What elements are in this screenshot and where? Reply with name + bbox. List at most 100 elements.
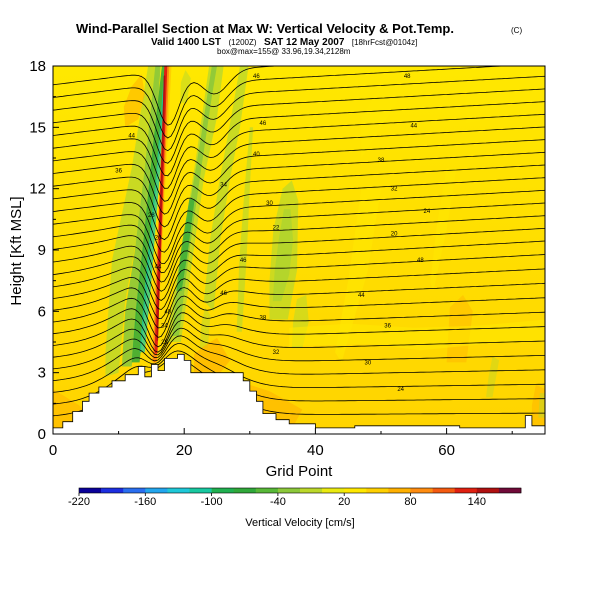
contour-label-10: 32 (391, 187, 398, 193)
colorbar-swatch-14 (366, 488, 389, 493)
colorbar-swatch-15 (388, 488, 411, 493)
theta-contour-26 (53, 75, 545, 152)
x-tick-label: 0 (49, 442, 57, 459)
contour-label-17: 46 (240, 258, 247, 264)
contour-label-4: 46 (260, 121, 267, 127)
contour-label-18: 48 (417, 258, 424, 264)
theta-contour-12 (53, 254, 545, 311)
contour-label-8: 36 (115, 168, 122, 174)
theta-contour-18 (53, 177, 545, 253)
contour-label-2: 48 (404, 74, 411, 80)
theta-contour-3 (53, 343, 545, 393)
terrain-mask (53, 353, 545, 434)
y-axis-ticks: 0 3 6 9 12 15 18 (29, 58, 59, 443)
colorbar-swatch-16 (410, 488, 433, 493)
valid-suffix: [18hrFcst@0104z] (352, 38, 417, 47)
x-axis-label: Grid Point (266, 463, 334, 480)
chart-subtitle-location: box@max=155@ 33.96,19.34,2128m (217, 47, 351, 56)
colorbar-tick-label: -220 (68, 496, 90, 508)
velocity-region-4 (139, 66, 168, 353)
y-tick-label: 15 (29, 119, 46, 136)
colorbar-tick-label: 80 (404, 496, 416, 508)
y-tick-label: 0 (38, 426, 46, 443)
colorbar-swatch-1 (79, 488, 102, 493)
colorbar-swatch-17 (432, 488, 455, 493)
contour-label-25: 34 (161, 324, 168, 330)
velocity-region-25 (486, 356, 500, 398)
contour-label-27: 30 (365, 360, 372, 366)
theta-contour-27 (53, 66, 509, 139)
theta-contour-15 (53, 215, 545, 283)
y-axis-label: Height [Kft MSL] (8, 196, 25, 305)
y-tick-label: 18 (29, 58, 46, 75)
velocity-region-13 (180, 70, 191, 103)
contour-label-11: 30 (266, 201, 273, 207)
velocity-region-1 (105, 66, 160, 377)
colorbar-swatch-13 (344, 488, 367, 493)
theta-contour-24 (53, 101, 545, 177)
velocity-region-22 (335, 188, 381, 363)
contour-label-24: 36 (384, 324, 391, 330)
plot-area: 46 48 44 46 44 40 38 36 34 32 30 28 24 22 20 26 46 48 44 46… (53, 66, 545, 434)
theta-contour-22 (53, 126, 545, 202)
colorbar-tick-label: -100 (201, 496, 223, 508)
x-tick-label: 60 (438, 442, 455, 459)
theta-contour-17 (53, 189, 545, 265)
colorbar-swatch-12 (322, 488, 345, 493)
x-tick-label: 40 (307, 442, 324, 459)
colorbar-swatch-3 (123, 488, 146, 493)
theta-contour-11 (53, 268, 545, 320)
theta-contour-9 (53, 295, 545, 338)
colorbar-tick-label: -40 (270, 496, 286, 508)
contour-label-13: 24 (424, 209, 431, 215)
contour-label-16: 26 (155, 236, 162, 242)
contour-label-6: 40 (253, 152, 260, 158)
chart-title-mark: (C) (511, 26, 522, 35)
theta-contour-4 (53, 335, 545, 381)
contour-label-9: 34 (220, 183, 227, 189)
theta-contour-19 (53, 164, 545, 241)
theta-contour-5 (53, 327, 545, 370)
theta-contour-21 (53, 139, 545, 215)
colorbar-swatch-7 (211, 488, 234, 493)
theta-contour-23 (53, 113, 545, 189)
y-tick-label: 6 (38, 303, 46, 320)
theta-contours (53, 66, 545, 417)
velocity-region-14 (199, 307, 211, 349)
colorbar: -220 -160 -100 -40 20 80 140 (68, 487, 522, 508)
contour-label-23: 38 (260, 316, 267, 322)
contour-label-7: 38 (378, 158, 385, 164)
colorbar-swatch-5 (167, 488, 190, 493)
colorbar-label: Vertical Velocity [cm/s] (245, 517, 354, 529)
theta-contour-28 (53, 66, 283, 126)
velocity-region-2 (121, 66, 161, 367)
contour-label-28: 28 (161, 340, 168, 346)
theta-contour-7 (53, 312, 545, 353)
chart-title: Wind-Parallel Section at Max W: Vertical… (76, 21, 454, 36)
velocity-region-27 (538, 393, 545, 418)
contour-label-29: 24 (397, 387, 404, 393)
velocity-region-15 (194, 337, 231, 373)
colorbar-swatch-10 (277, 488, 301, 493)
colorbar-swatch-4 (145, 488, 168, 493)
colorbar-tick-label: 140 (468, 496, 486, 508)
valid-main: SAT 12 May 2007 (264, 37, 345, 48)
theta-contour-2 (53, 350, 545, 405)
y-tick-label: 9 (38, 242, 46, 259)
contour-label-21: 44 (358, 293, 365, 299)
contour-label-5: 44 (410, 123, 417, 129)
colorbar-swatch-19 (476, 488, 500, 493)
valid-prefix: Valid 1400 LST (151, 37, 221, 48)
contour-label-1: 46 (253, 74, 260, 80)
velocity-region-7 (176, 198, 195, 291)
theta-contour-25 (53, 88, 545, 164)
contour-label-19: 44 (155, 264, 162, 270)
contour-label-26: 32 (273, 350, 280, 356)
colorbar-swatch-6 (189, 488, 212, 493)
chart-subtitle-valid: Valid 1400 LST (1200Z) SAT 12 May 2007 [… (151, 32, 417, 49)
x-axis-ticks: 0 20 40 60 (49, 428, 513, 459)
y-tick-label: 12 (29, 181, 46, 198)
theta-contour-10 (53, 282, 545, 329)
valid-run: (1200Z) (229, 38, 257, 47)
